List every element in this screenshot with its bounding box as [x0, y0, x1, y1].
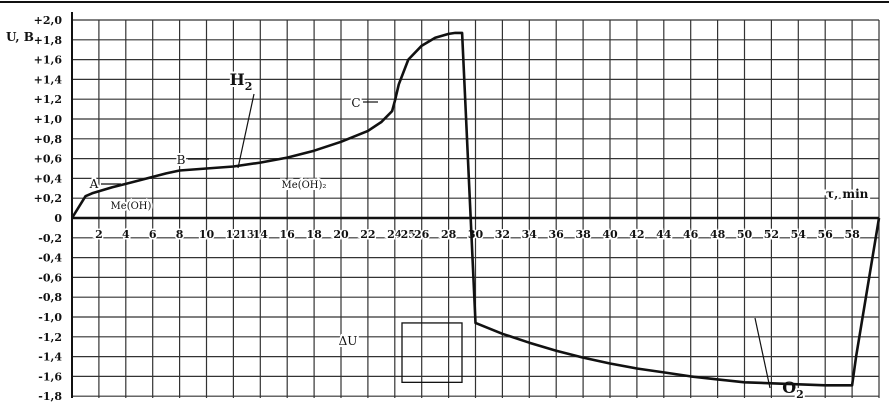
y-tick-label: -1,6: [38, 370, 62, 383]
x-tick-label: 25: [401, 228, 416, 241]
y-tick-label: -0,8: [38, 291, 62, 304]
x-tick-label: 26: [414, 228, 430, 241]
x-tick-label: 48: [710, 228, 726, 241]
x-tick-label: 12: [226, 228, 241, 241]
y-tick-label: +1,0: [34, 113, 63, 126]
point-label-a: A: [89, 177, 99, 191]
x-tick-label: 56: [818, 228, 834, 241]
x-tick-label: 32: [495, 228, 510, 241]
tick-labels: +2,0 +1,8 +1,6 +1,4 +1,2 +1,0 +0,8 +0,6 +0,4 +0,2…: [4, 14, 871, 403]
x-tick-label: 10: [199, 228, 215, 241]
x-tick-label: 14: [253, 228, 269, 241]
y-tick-label: +0,8: [34, 133, 63, 146]
point-label-c: C: [351, 96, 360, 110]
o2-subscript: 2: [796, 388, 804, 401]
x-tick-label: 58: [844, 228, 860, 241]
x-tick-label: 50: [737, 228, 753, 241]
x-tick-label: 38: [575, 228, 591, 241]
o2-pointer: [754, 317, 771, 389]
me-oh-label: Me(OH): [111, 201, 152, 212]
x-tick-label: 42: [629, 228, 644, 241]
y-tick-label: 0: [54, 212, 62, 225]
series-line-0: [70, 31, 881, 387]
y-tick-label: +1,8: [34, 34, 63, 47]
x-tick-label: 8: [176, 228, 184, 241]
series-line: [70, 31, 881, 387]
x-tick-label: 22: [360, 228, 375, 241]
y-tick-label: +1,2: [34, 93, 62, 106]
y-tick-label: +0,2: [34, 192, 62, 205]
y-tick-label: -1,2: [38, 331, 62, 344]
y-tick-label: -0,4: [38, 252, 62, 265]
x-tick-label: 40: [602, 228, 618, 241]
y-tick-label: -0,2: [38, 232, 62, 245]
x-tick-label: 34: [522, 228, 538, 241]
y-tick-label: +2,0: [34, 14, 63, 27]
x-axis-label: τ, min: [826, 187, 869, 201]
x-tick-label: 28: [441, 228, 457, 241]
x-tick-label: 24: [387, 228, 403, 241]
delta-u-bracket: [401, 322, 463, 383]
x-tick-label: 16: [280, 228, 296, 241]
y-tick-label: -0,6: [38, 271, 62, 284]
y-tick-label: -1,4: [38, 351, 62, 364]
x-tick-label: 4: [122, 228, 130, 241]
x-tick-label: 54: [791, 228, 807, 241]
y-tick-label: +0,4: [34, 172, 63, 185]
y-axis-label: U, B: [6, 30, 34, 44]
y-tick-label: -1,0: [38, 311, 62, 324]
x-tick-label: 44: [656, 228, 672, 241]
y-tick-label: +1,6: [34, 54, 63, 67]
h2-subscript: 2: [245, 80, 253, 93]
delta-u-label: ΔU: [339, 334, 358, 348]
x-tick-label: 2: [95, 228, 103, 241]
x-tick-label: 6: [149, 228, 157, 241]
x-tick-label: 36: [549, 228, 565, 241]
x-tick-label: 18: [306, 228, 322, 241]
x-tick-label: 13: [239, 228, 254, 241]
y-tick-label: +1,4: [34, 73, 63, 86]
y-tick-label: +0,6: [34, 153, 63, 166]
me-oh2-label: Me(OH)₂: [282, 180, 327, 191]
point-label-b: B: [177, 153, 186, 167]
y-tick-label: -1,8: [38, 390, 62, 403]
axes: [71, 12, 879, 398]
x-tick-label: 20: [333, 228, 349, 241]
x-tick-label: 52: [764, 228, 779, 241]
x-tick-label: 46: [683, 228, 699, 241]
h2-pointer: [237, 93, 255, 169]
